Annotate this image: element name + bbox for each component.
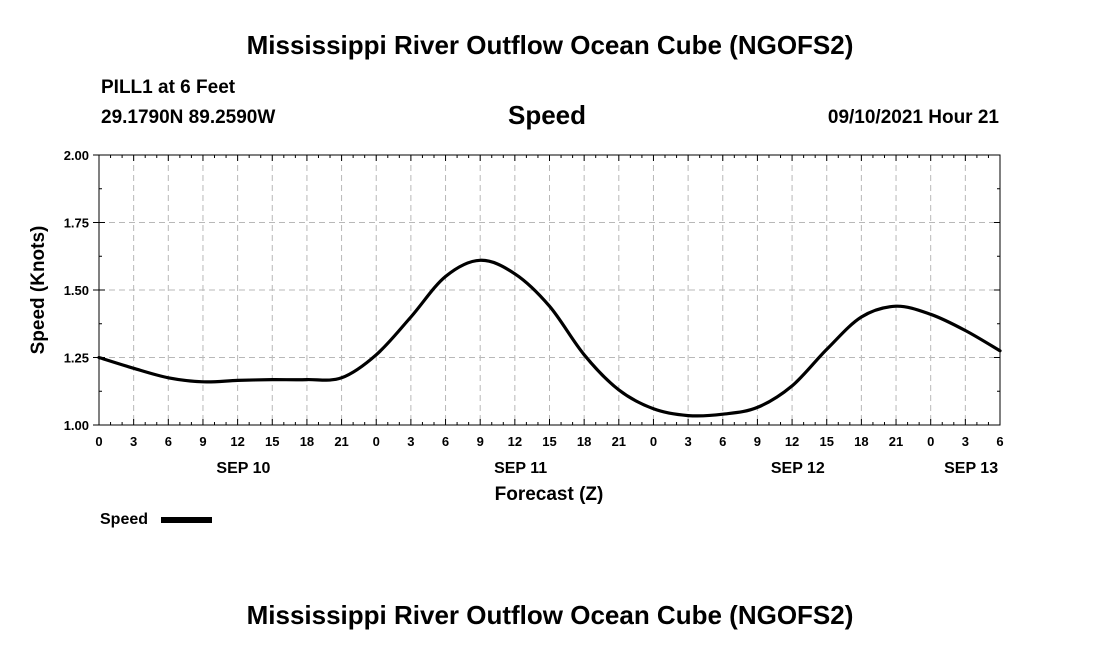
x-tick-label: 6: [442, 434, 449, 449]
x-tick-label: 12: [785, 434, 799, 449]
y-tick-label: 1.50: [64, 283, 89, 298]
x-tick-label: 21: [334, 434, 348, 449]
x-tick-label: 3: [130, 434, 137, 449]
x-tick-label: 3: [407, 434, 414, 449]
top-title: Mississippi River Outflow Ocean Cube (NG…: [246, 30, 854, 60]
x-tick-label: 18: [300, 434, 314, 449]
datetime-label: 09/10/2021 Hour 21: [827, 107, 999, 128]
speed-series-line: [97, 258, 1002, 418]
date-labels: SEP 10 SEP 11 SEP 12 SEP 13: [216, 460, 998, 477]
x-axis-title: Forecast (Z): [495, 484, 604, 505]
y-tick-label: 2.00: [64, 148, 89, 163]
date-label: SEP 13: [944, 460, 998, 477]
x-tick-label: 15: [542, 434, 556, 449]
y-axis-title: Speed (Knots): [28, 226, 49, 355]
x-tick-label: 6: [165, 434, 172, 449]
x-tick-label: 0: [373, 434, 380, 449]
axis-ticks: [93, 154, 1001, 426]
x-tick-label: 9: [477, 434, 484, 449]
chart-title: Speed: [508, 100, 587, 130]
x-tick-label: 15: [265, 434, 279, 449]
y-axis-labels: 1.00 1.25 1.50 1.75 2.00: [64, 148, 89, 433]
x-tick-label: 15: [819, 434, 833, 449]
x-tick-label: 0: [650, 434, 657, 449]
y-tick-label: 1.00: [64, 418, 89, 433]
x-tick-label: 21: [612, 434, 626, 449]
x-tick-label: 18: [577, 434, 591, 449]
date-label: SEP 10: [216, 460, 270, 477]
x-tick-label: 9: [199, 434, 206, 449]
grid-lines: [99, 155, 1000, 425]
bottom-title: Mississippi River Outflow Ocean Cube (NG…: [246, 600, 854, 630]
x-tick-label: 0: [95, 434, 102, 449]
x-tick-label: 3: [962, 434, 969, 449]
y-tick-label: 1.25: [64, 351, 89, 366]
x-axis-labels: 0 3 6 9 12 15 18 21 0 3 6 9 12 15 18 21 0 3 6 9 12 15 18 21 0 3 6: [95, 434, 1003, 449]
x-tick-label: 6: [719, 434, 726, 449]
x-tick-label: 0: [927, 434, 934, 449]
x-tick-label: 18: [854, 434, 868, 449]
x-tick-label: 6: [996, 434, 1003, 449]
x-tick-label: 9: [754, 434, 761, 449]
y-tick-label: 1.75: [64, 216, 89, 231]
x-tick-label: 3: [684, 434, 691, 449]
date-label: SEP 12: [771, 460, 825, 477]
x-tick-label: 12: [230, 434, 244, 449]
x-tick-label: 12: [508, 434, 522, 449]
coordinates-label: 29.1790N 89.2590W: [101, 107, 276, 128]
legend-label: Speed: [100, 511, 148, 528]
date-label: SEP 11: [494, 460, 547, 477]
x-tick-label: 21: [889, 434, 903, 449]
station-label: PILL1 at 6 Feet: [101, 77, 236, 98]
